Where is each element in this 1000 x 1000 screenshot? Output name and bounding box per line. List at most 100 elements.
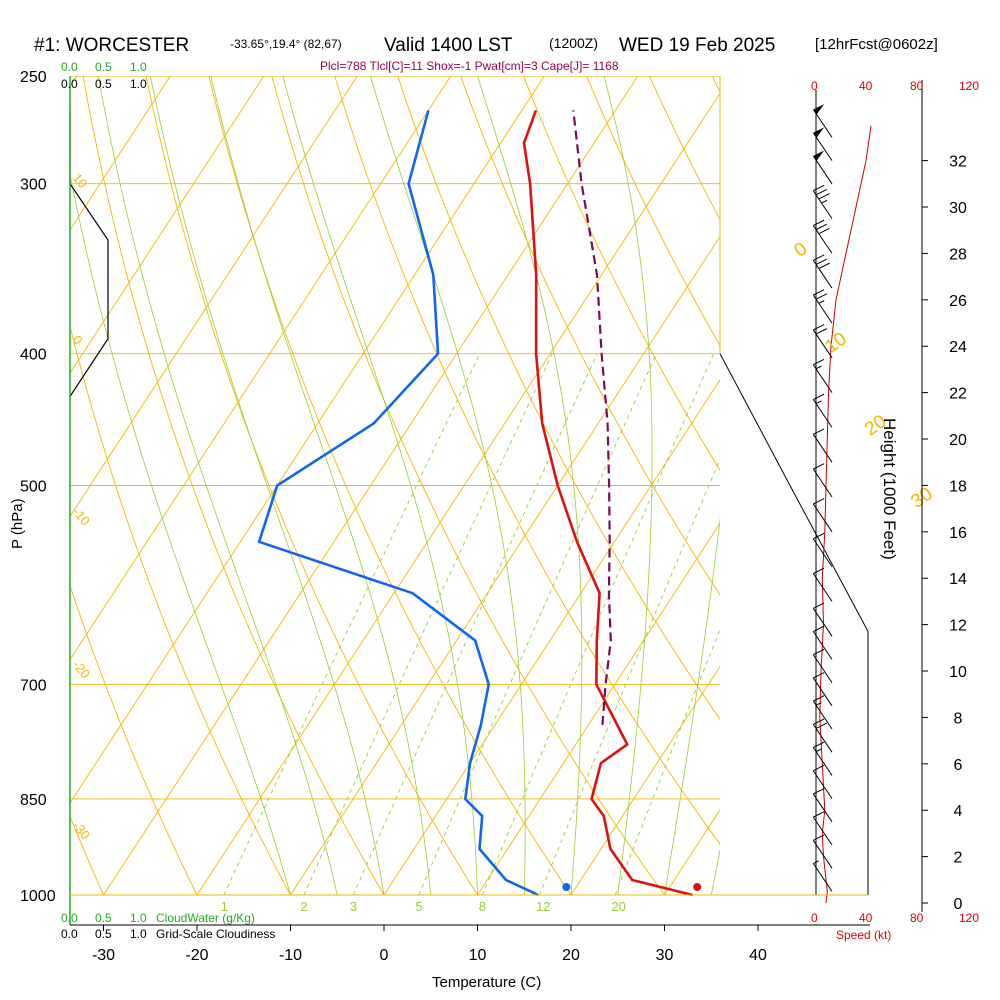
wind-barb xyxy=(812,393,833,428)
height-tick-label: 18 xyxy=(949,478,967,495)
pressure-tick-label: 850 xyxy=(20,792,47,809)
wind-barb xyxy=(812,219,833,254)
isotherm-line xyxy=(70,76,265,374)
wind-speed-scale-bottom: 0 40 80 120 Speed (kt) xyxy=(811,911,979,942)
surface-temperature-marker xyxy=(693,883,702,891)
wind-barb-feather xyxy=(818,227,830,235)
moist-adiabat-line xyxy=(70,172,291,896)
wind-barb xyxy=(812,532,833,567)
dry-adiabat-line xyxy=(82,76,385,896)
wind-barb-feather xyxy=(813,764,825,772)
wind-barb-feather xyxy=(818,193,830,200)
wind-panel xyxy=(812,90,872,904)
grid-layer xyxy=(70,76,1000,896)
temperature-tick-label: 0 xyxy=(380,947,389,964)
cloud-legend-green: CloudWater (g/Kg) xyxy=(156,911,255,925)
moist-adiabat-line xyxy=(370,76,526,895)
wind-barb xyxy=(812,150,833,185)
wind-barb-flag xyxy=(813,127,825,138)
wind-barb xyxy=(812,648,833,683)
cloud-scale-bottom-green-1: 0.5 xyxy=(95,911,112,925)
height-tick-label: 24 xyxy=(949,339,967,356)
wind-barb-feather xyxy=(813,672,825,679)
wind-barb xyxy=(812,788,833,823)
dry-adiabat-line xyxy=(460,76,720,596)
wind-barb-feather xyxy=(813,532,825,540)
wind-barb-feather xyxy=(813,498,825,505)
height-tick-label: 22 xyxy=(949,386,967,403)
wind-barb-staff xyxy=(812,260,833,289)
mixing-ratio-label: 20 xyxy=(611,899,625,914)
wind-barb xyxy=(812,695,833,730)
wind-scale-top-3: 120 xyxy=(959,79,979,93)
wind-barb-staff xyxy=(812,109,833,138)
wind-speed-scale-top: 0 40 80 120 xyxy=(811,79,979,93)
dry-adiabat-line xyxy=(397,76,720,721)
y-axis-title: P (hPa) xyxy=(9,498,26,549)
wind-barb-feather xyxy=(813,718,825,725)
mixing-ratio-line xyxy=(481,353,715,896)
mixing-ratio-label: 2 xyxy=(300,899,307,914)
temperature-tick-label: 20 xyxy=(562,947,580,964)
wind-barb-staff xyxy=(812,225,833,254)
wind-barb-staff xyxy=(812,155,833,185)
temperature-tick-label: 10 xyxy=(469,947,487,964)
cloud-scale-bottom-green-2: 1.0 xyxy=(130,911,147,925)
stability-outline-line xyxy=(719,353,869,895)
wind-barb-feather xyxy=(813,625,825,632)
cloud-scale-top-black-1: 0.5 xyxy=(95,77,112,91)
moist-adiabat-line xyxy=(210,76,432,896)
wind-barb-staff xyxy=(812,399,833,428)
wind-barb-staff xyxy=(812,538,833,567)
wind-barb-staff xyxy=(812,608,833,637)
cloud-scale-bottom: 0.0 0.5 1.0 CloudWater (g/Kg) 0.0 0.5 1.… xyxy=(61,911,275,941)
wind-barb-feather xyxy=(813,184,825,192)
wind-barb-feather xyxy=(813,254,825,261)
isotherm-label: 0 xyxy=(791,238,812,261)
wind-barb-half-feather xyxy=(815,365,822,370)
moist-adiabat-line xyxy=(603,76,653,896)
wind-barb-feather xyxy=(813,219,825,226)
moist-adiabat-line xyxy=(758,76,939,895)
dewpoint-line xyxy=(257,110,539,896)
mixing-ratio-line xyxy=(223,353,481,896)
dry-adiabat-line xyxy=(208,76,572,896)
wind-barb-flag xyxy=(813,150,825,161)
pressure-tick-label: 300 xyxy=(20,177,47,194)
wind-barb-feather xyxy=(813,834,825,841)
cloud-scale-top-green-1: 0.5 xyxy=(95,60,112,74)
dry-adiabat-line xyxy=(523,76,720,472)
cloud-scale-bottom-black-0: 0.0 xyxy=(61,927,78,941)
wind-barb xyxy=(812,764,833,799)
wind-barb-feather xyxy=(818,262,830,269)
wind-barb xyxy=(812,834,833,869)
height-tick-label: 28 xyxy=(949,246,967,263)
wind-barb-feather xyxy=(813,324,825,331)
height-tick-label: 14 xyxy=(949,571,967,588)
cloud-scale-bottom-black-2: 1.0 xyxy=(130,927,147,941)
wind-barb-staff xyxy=(812,132,833,161)
moist-adiabat-line xyxy=(98,76,338,896)
cloud-scale-top-green-0: 0.0 xyxy=(61,60,78,74)
height-tick-label: 6 xyxy=(954,757,963,774)
cloud-legend-black: Grid-Scale Cloudiness xyxy=(156,927,275,941)
wind-barb xyxy=(812,184,833,219)
dry-adiabat-line xyxy=(586,76,720,347)
title-coords: -33.65°,19.4° (82,67) xyxy=(230,37,342,51)
wind-barb-half-feather xyxy=(815,702,822,706)
moist-adiabat-line xyxy=(150,76,385,896)
wind-barb-staff xyxy=(812,329,833,359)
temperature-tick-label: -30 xyxy=(92,947,115,964)
stability-outline xyxy=(719,353,869,895)
surface-dewpoint-marker xyxy=(562,883,571,891)
wind-barb-staff xyxy=(812,654,833,683)
wind-barb-feather xyxy=(813,428,825,435)
dry-adiabat-line xyxy=(964,76,1000,895)
height-tick-label: 10 xyxy=(949,664,967,681)
temperature-tick-label: -20 xyxy=(185,947,208,964)
height-tick-label: 8 xyxy=(954,710,963,727)
wind-barb xyxy=(812,860,833,892)
cloud-scale-top-black-2: 1.0 xyxy=(130,77,147,91)
height-tick-label: 20 xyxy=(949,432,967,449)
